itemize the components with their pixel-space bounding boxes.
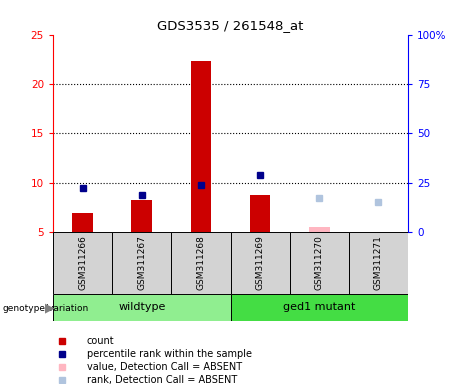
Text: ▶: ▶ bbox=[45, 302, 54, 315]
Bar bbox=[230, 294, 408, 321]
Bar bbox=[53, 232, 112, 294]
Text: GSM311267: GSM311267 bbox=[137, 236, 146, 290]
Text: value, Detection Call = ABSENT: value, Detection Call = ABSENT bbox=[87, 362, 242, 372]
Text: ged1 mutant: ged1 mutant bbox=[283, 302, 355, 312]
Bar bbox=[53, 294, 230, 321]
Bar bbox=[250, 195, 271, 232]
Text: count: count bbox=[87, 336, 114, 346]
Text: GSM311271: GSM311271 bbox=[374, 236, 383, 290]
Text: percentile rank within the sample: percentile rank within the sample bbox=[87, 349, 252, 359]
Text: GSM311268: GSM311268 bbox=[196, 236, 206, 290]
Bar bbox=[349, 232, 408, 294]
Text: genotype/variation: genotype/variation bbox=[2, 304, 89, 313]
Bar bbox=[112, 232, 171, 294]
Text: wildtype: wildtype bbox=[118, 302, 165, 312]
Bar bbox=[309, 227, 330, 232]
Text: GSM311266: GSM311266 bbox=[78, 236, 87, 290]
Title: GDS3535 / 261548_at: GDS3535 / 261548_at bbox=[157, 19, 304, 32]
Bar bbox=[190, 61, 211, 232]
Text: GSM311269: GSM311269 bbox=[255, 236, 265, 290]
Bar bbox=[171, 232, 230, 294]
Text: rank, Detection Call = ABSENT: rank, Detection Call = ABSENT bbox=[87, 376, 237, 384]
Bar bbox=[72, 213, 93, 232]
Text: GSM311270: GSM311270 bbox=[315, 236, 324, 290]
Bar bbox=[131, 200, 152, 232]
Bar bbox=[290, 232, 349, 294]
Bar bbox=[230, 232, 290, 294]
